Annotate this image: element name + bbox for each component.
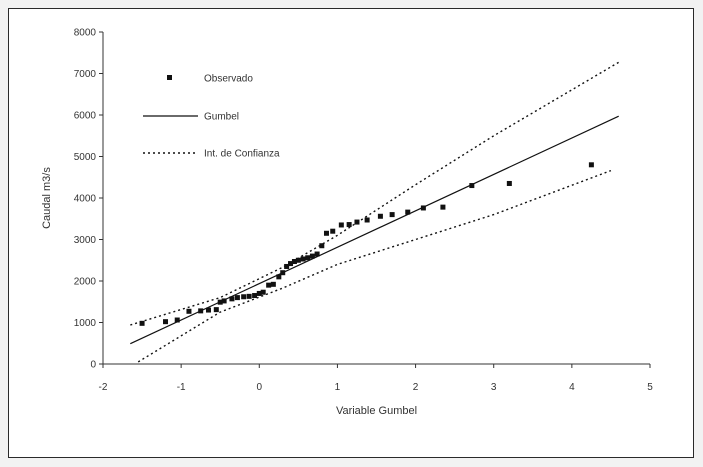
observed-point [506,180,512,186]
observed-point [229,296,235,302]
observed-point [364,217,370,223]
observed-point [284,263,290,269]
legend-label: Int. de Confianza [204,149,280,160]
observed-point [295,257,301,263]
y-tick-label: 6000 [74,111,97,122]
observed-point [420,205,426,211]
observed-point [291,258,297,264]
observed-point [300,256,306,262]
observed-point [309,253,315,259]
chart-series [130,61,620,363]
observed-point [323,230,329,236]
legend-point-marker [167,75,172,80]
observed-point [266,282,272,288]
x-tick-label: 2 [413,382,419,393]
chart-frame [8,8,694,458]
observed-point [588,162,594,168]
y-tick-label: 0 [90,360,96,371]
gumbel-fit-line [130,115,619,345]
observed-point [260,289,266,295]
observed-point [213,307,219,313]
observed-point [139,320,145,326]
observed-point [288,261,294,267]
x-tick-label: 0 [257,382,263,393]
y-tick-label: 5000 [74,152,97,163]
observed-point [314,251,320,257]
observed-point [186,308,192,314]
y-tick-label: 3000 [74,235,97,246]
confidence-interval-line [130,61,620,326]
y-tick-label: 1000 [74,318,97,329]
observed-point [346,222,352,228]
observed-point [276,274,282,280]
observed-point [377,213,383,219]
chart-axes: 0 1000 2000 3000 4000 5000 6000 7000 8000 -2 -1 0 1 2… [74,28,653,394]
x-tick-label: 4 [569,382,575,393]
observed-point [319,243,325,249]
confidence-interval-line [137,169,612,363]
observed-point [256,290,262,296]
observed-point [440,204,446,210]
x-tick-label: 1 [335,382,341,393]
observed-point [174,317,180,323]
observed-point [389,212,395,218]
observed-point [234,295,240,301]
observed-point [305,255,311,261]
x-axis-title: Variable Gumbel [336,405,417,417]
observed-point [330,228,336,234]
x-tick-label: 3 [491,382,497,393]
y-tick-label: 2000 [74,277,97,288]
observed-point [338,222,344,228]
x-tick-label: -1 [177,382,186,393]
x-tick-label: 5 [647,382,653,393]
observed-point [270,281,276,287]
x-tick-label: -2 [99,382,108,393]
y-axis-title: Caudal m3/s [41,167,53,229]
observed-point [252,293,258,299]
legend-label: Gumbel [204,112,239,123]
chart-legend: Observado Gumbel Int. de Confianza [143,74,280,160]
observed-point [405,209,411,215]
observed-point [205,307,211,313]
y-tick-label: 7000 [74,69,97,80]
legend-label: Observado [204,74,253,85]
observed-point [469,183,475,189]
y-tick-label: 4000 [74,194,97,205]
observed-point [246,293,252,299]
observed-point [163,319,169,325]
observed-point [221,298,227,304]
observed-point [241,294,247,300]
y-tick-label: 8000 [74,28,97,39]
